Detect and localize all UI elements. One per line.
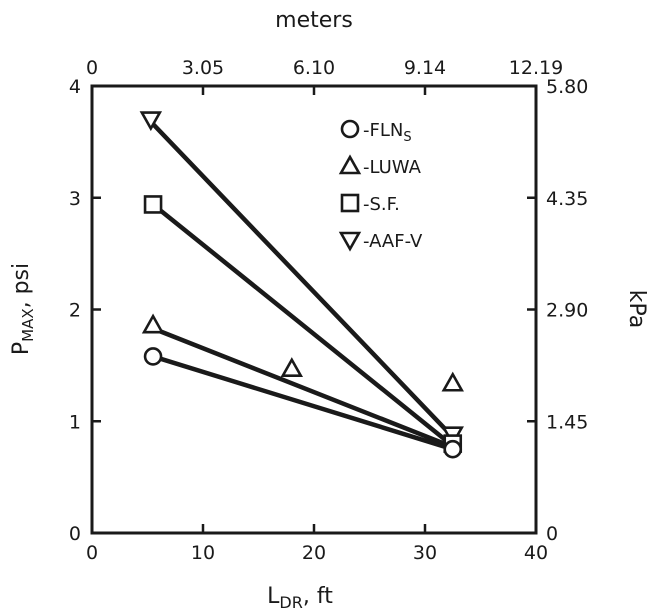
legend-label-subscript: S [403,130,411,145]
right-tick-label-3: 4.35 [546,188,588,210]
right-tick-label-1: 1.45 [546,411,588,433]
legend-marker-circle [340,119,360,139]
top-tick-label-1: 3.05 [182,57,224,79]
top-tick-label-0: 0 [86,57,98,79]
right-tick-label-2: 2.90 [546,300,588,322]
legend-label-square: -S.F. [363,194,400,215]
data-point-circle-1 [443,439,463,459]
right-axis-title: kPa [624,290,647,329]
top-axis-title: meters [275,8,353,33]
ticks-layer: 0 10 20 30 400 3.05 6.10 9.14 12.190123401.452.9… [69,57,588,564]
right-tick-label-4: 5.80 [546,76,588,98]
fit-lines-layer [148,119,455,452]
fit-line-triangle-down [148,119,455,440]
x-tick-label-3: 30 [413,542,437,564]
top-tick-label-2: 6.10 [293,57,335,79]
legend-label-text: -AAF-V [363,231,423,252]
legend-label-text: -FLN [363,120,403,141]
x-axis-title-subscript: DR [279,593,302,612]
fit-line-square [150,202,455,449]
legend-label-triangle-down: -AAF-V [363,231,423,252]
y-tick-label-4: 4 [69,76,81,98]
right-tick-label-0: 0 [546,523,558,545]
y-tick-label-0: 0 [69,523,81,545]
y-tick-label-1: 1 [69,411,81,433]
plot-frame [90,84,538,535]
y-tick-label-2: 2 [69,300,81,322]
fit-line-circle [150,354,455,452]
legend-label-triangle-up: -LUWA [363,157,422,178]
legend: -FLNS -LUWA -S.F. -AAF-V [338,119,423,252]
x-tick-label-4: 40 [524,542,548,564]
x-axis-title-unit: , ft [303,584,333,609]
fit-line-triangle-up [150,326,455,450]
legend-label-text: -S.F. [363,194,400,215]
y-axis-title: PMAX, psi [9,263,37,355]
y-axis-title-subscript: MAX [19,308,37,341]
top-tick-label-4: 12.19 [509,57,563,79]
x-tick-label-1: 10 [191,542,215,564]
legend-marker-square [340,193,360,213]
legend-label-text: -LUWA [363,157,422,178]
y-axis-title-unit: , psi [9,263,34,309]
markers-layer [139,111,464,459]
legend-label-circle: -FLNS [363,120,412,145]
data-point-circle-0 [143,347,163,366]
data-point-triangle-up-0 [141,313,165,334]
x-tick-label-0: 0 [86,542,98,564]
data-point-triangle-up-1 [280,357,304,378]
legend-marker-triangle-down [338,231,362,252]
y-axis-title-main: P [9,342,34,355]
legend-marker-triangle-up [338,154,362,175]
y-tick-label-3: 3 [69,188,81,210]
x-axis-title: LDR, ft [267,584,333,612]
data-point-triangle-down-0 [139,111,163,132]
data-point-triangle-up-2 [441,371,464,392]
top-tick-label-3: 9.14 [404,57,446,79]
data-point-square-0 [143,195,163,214]
x-tick-label-2: 20 [302,542,326,564]
x-axis-title-main: L [267,584,280,609]
